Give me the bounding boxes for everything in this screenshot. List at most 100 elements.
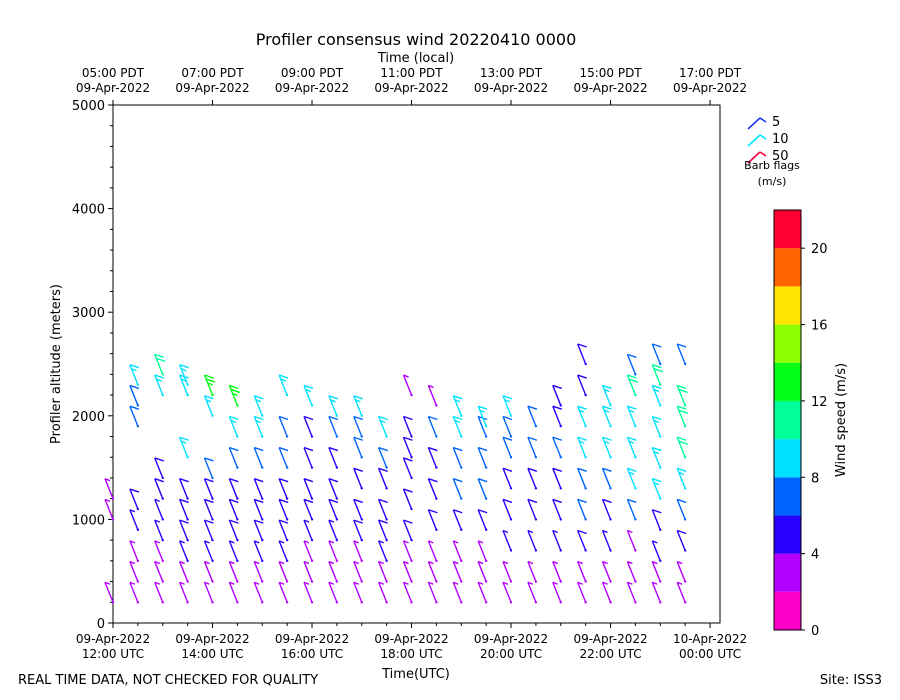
wind-barb: [154, 374, 164, 397]
wind-barb: [502, 436, 513, 459]
top-tick-label-date: 09-Apr-2022: [673, 81, 747, 95]
wind-barb: [626, 374, 639, 397]
y-tick-label: 0: [97, 617, 105, 632]
wind-barb: [129, 540, 140, 563]
colorbar-bin: [774, 248, 801, 287]
wind-barb: [402, 488, 413, 511]
wind-barb: [353, 581, 363, 604]
wind-barb: [477, 478, 488, 500]
wind-barb: [402, 519, 413, 542]
wind-barb: [253, 581, 264, 604]
x-tick-label-time: 22:00 UTC: [579, 647, 641, 661]
wind-barb: [129, 560, 140, 583]
wind-barb: [502, 529, 513, 552]
wind-barb: [303, 560, 314, 583]
top-tick-label-time: 05:00 PDT: [82, 66, 145, 80]
wind-barb: [328, 540, 339, 563]
wind-barb: [353, 519, 363, 542]
wind-barb: [427, 560, 438, 583]
wind-barb: [228, 540, 239, 563]
wind-barb: [154, 498, 164, 521]
wind-barb: [427, 415, 438, 438]
wind-barb: [601, 581, 612, 604]
x-tick-label-date: 09-Apr-2022: [76, 632, 150, 646]
colorbar-tick-label: 8: [811, 471, 819, 486]
wind-barb: [577, 498, 587, 521]
wind-barb: [676, 467, 687, 490]
wind-barb: [154, 560, 164, 583]
wind-barb: [676, 529, 687, 552]
wind-barb: [651, 415, 662, 438]
x-tick-label-date: 09-Apr-2022: [275, 632, 349, 646]
wind-barb: [303, 415, 314, 438]
wind-barb: [253, 415, 264, 438]
wind-barb: [651, 540, 662, 563]
wind-barb: [452, 540, 463, 563]
wind-barb: [377, 540, 388, 563]
wind-barb: [253, 446, 264, 469]
top-tick-label-time: 09:00 PDT: [281, 66, 344, 80]
wind-barb: [402, 560, 413, 583]
wind-barb: [601, 498, 612, 521]
wind-barb: [104, 478, 115, 500]
wind-barb: [527, 529, 538, 552]
wind-barb: [626, 498, 637, 521]
wind-barb: [253, 478, 264, 500]
colorbar-bin: [774, 553, 801, 592]
wind-barb: [278, 540, 289, 563]
wind-barb: [154, 353, 166, 376]
wind-barb: [577, 374, 587, 397]
wind-barb: [626, 560, 637, 583]
colorbar-tick-label: 20: [811, 242, 828, 257]
wind-barb: [303, 540, 314, 563]
wind-barb: [626, 405, 637, 428]
wind-barb: [552, 405, 563, 428]
wind-barb: [601, 436, 612, 459]
wind-barb: [178, 540, 189, 563]
wind-barb: [651, 560, 662, 583]
wind-barb: [278, 581, 289, 604]
wind-barb: [552, 467, 563, 490]
wind-barb: [651, 343, 662, 366]
colorbar-bin: [774, 210, 801, 249]
wind-barb: [651, 446, 662, 469]
wind-barb: [552, 581, 562, 604]
wind-barb: [228, 498, 239, 521]
wind-barb: [228, 478, 239, 500]
wind-barb: [452, 560, 463, 583]
wind-barb: [203, 560, 214, 583]
wind-barb: [129, 581, 140, 604]
wind-barb: [577, 581, 587, 604]
wind-barb: [427, 540, 438, 563]
wind-barb: [427, 509, 438, 531]
wind-barb: [626, 467, 637, 490]
wind-barb: [626, 436, 637, 459]
wind-barb: [203, 478, 214, 500]
wind-barb: [601, 405, 612, 428]
top-tick-label-time: 11:00 PDT: [380, 66, 443, 80]
x-tick-label-time: 00:00 UTC: [679, 647, 741, 661]
wind-barb: [402, 540, 413, 563]
colorbar-tick-label: 0: [811, 624, 819, 639]
wind-barb: [203, 457, 214, 480]
wind-barb: [278, 498, 289, 521]
wind-barb: [154, 581, 164, 604]
x-tick-label-time: 20:00 UTC: [480, 647, 542, 661]
wind-barb: [278, 478, 289, 500]
wind-barb: [651, 509, 662, 531]
y-axis: 0 1000 2000 3000 4000 5000: [72, 99, 113, 632]
wind-barb: [402, 374, 413, 397]
colorbar-bin: [774, 286, 801, 325]
wind-barb: [104, 581, 115, 604]
wind-barb: [353, 498, 363, 521]
colorbar-label: Wind speed (m/s): [834, 363, 849, 477]
top-tick-label-date: 09-Apr-2022: [175, 81, 249, 95]
legend-title-line1: Barb flags: [744, 159, 800, 172]
wind-barb: [377, 498, 388, 521]
colorbar-bin: [774, 400, 801, 440]
wind-barb: [402, 457, 413, 480]
legend-title-line2: (m/s): [758, 175, 787, 188]
x-tick-label-date: 09-Apr-2022: [474, 632, 548, 646]
wind-barb: [253, 395, 264, 417]
